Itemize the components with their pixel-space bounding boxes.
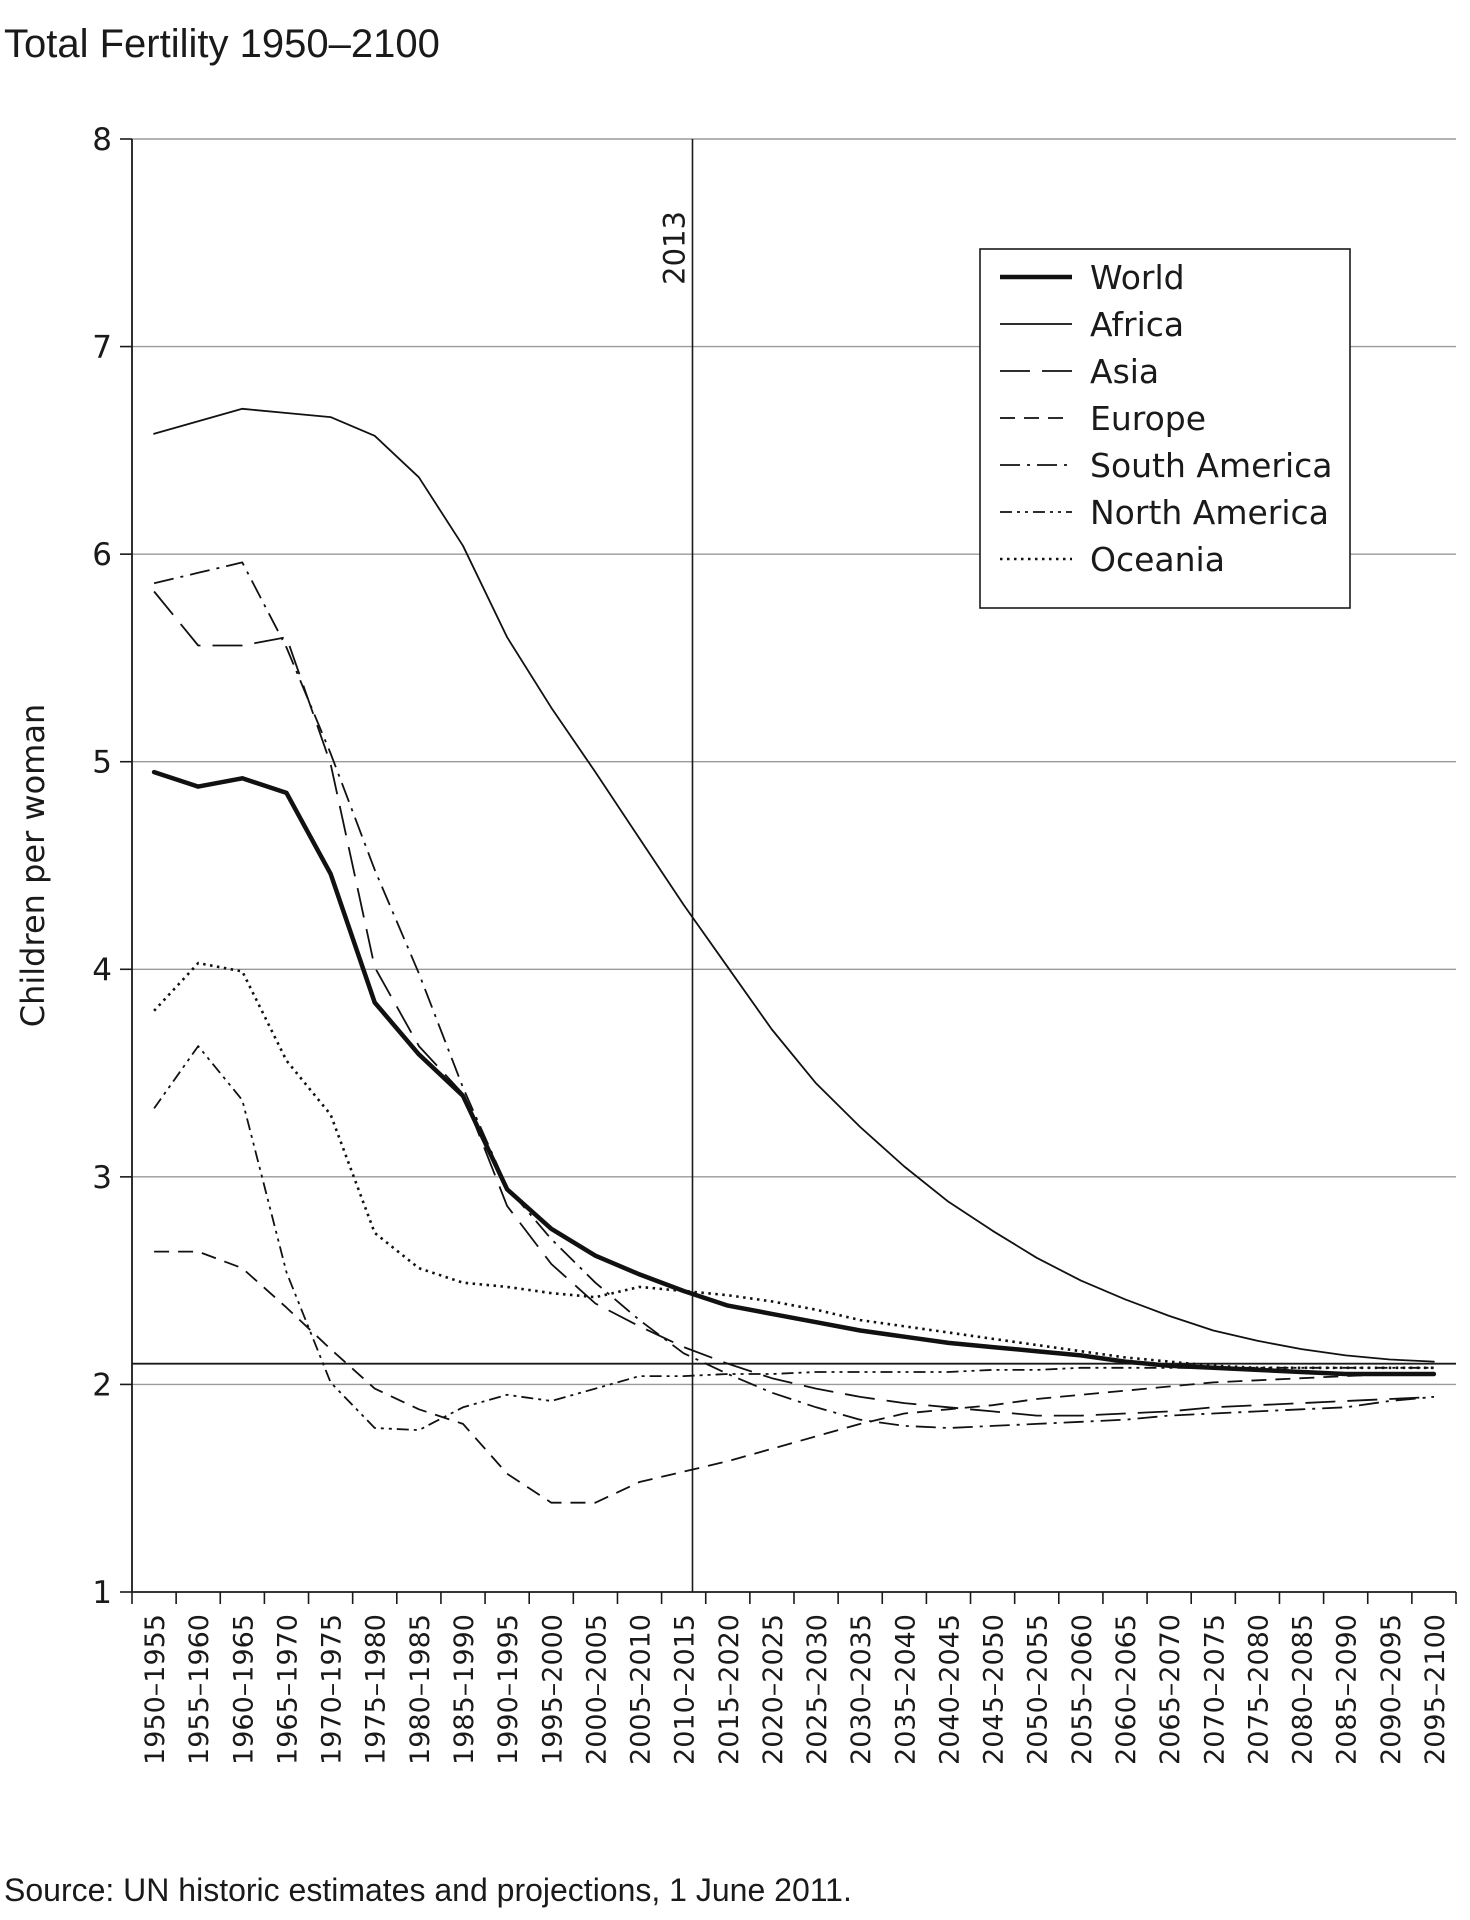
- legend-label: Oceania: [1090, 540, 1225, 579]
- y-tick-label: 6: [92, 537, 112, 573]
- x-tick-label: 2000–2005: [581, 1614, 612, 1765]
- x-tick-label: 2095–2100: [1420, 1614, 1451, 1765]
- series-line-europe: [154, 1250, 1434, 1504]
- x-tick-label: 2055–2060: [1067, 1614, 1098, 1765]
- x-tick-label: 2050–2055: [1023, 1614, 1054, 1765]
- y-tick-label: 4: [92, 952, 112, 988]
- y-tick-label: 8: [92, 122, 112, 158]
- series-line-africa: [153, 407, 1435, 1363]
- x-tick-label: 2080–2085: [1288, 1614, 1319, 1765]
- series-line-south-america: [153, 561, 1434, 1429]
- x-tick-label: 2025–2030: [802, 1614, 833, 1765]
- x-tick-label: 2005–2010: [626, 1614, 657, 1765]
- legend-label: Europe: [1090, 399, 1206, 438]
- x-tick-label: 1965–1970: [272, 1614, 303, 1765]
- x-tick-label: 1955–1960: [184, 1614, 215, 1765]
- series-layer: [151, 407, 1437, 1504]
- x-tick-label: 1985–1990: [449, 1614, 480, 1765]
- legend-label: South America: [1090, 446, 1333, 485]
- y-tick-label: 2: [92, 1367, 112, 1403]
- x-tick-label: 2065–2070: [1155, 1614, 1186, 1765]
- x-tick-label: 2035–2040: [890, 1614, 921, 1765]
- x-tick-label: 1980–1985: [405, 1614, 436, 1765]
- series-line-asia: [153, 590, 1434, 1417]
- y-axis-label: Children per woman: [14, 704, 52, 1027]
- chart-title: Total Fertility 1950–2100: [4, 22, 440, 66]
- series-line-world: [151, 769, 1437, 1377]
- series-line-north-america: [153, 1045, 1434, 1431]
- y-tick-label: 7: [92, 330, 112, 366]
- x-tick-label: 2010–2015: [670, 1614, 701, 1765]
- chart-source: Source: UN historic estimates and projec…: [4, 1872, 852, 1908]
- x-tick-label: 1990–1995: [493, 1614, 524, 1765]
- x-tick-label: 1970–1975: [317, 1614, 348, 1765]
- x-tick-label: 2040–2045: [934, 1614, 965, 1765]
- annotation-layer: 2013: [132, 139, 1456, 1592]
- current-year-label: 2013: [657, 211, 691, 285]
- x-tick-label: 2070–2075: [1199, 1614, 1230, 1765]
- x-tick-label: 2090–2095: [1376, 1614, 1407, 1765]
- x-tick-label: 2030–2035: [846, 1614, 877, 1765]
- y-tick-label: 5: [92, 745, 112, 781]
- series-line-oceania: [153, 961, 1434, 1370]
- x-tick-label: 1975–1980: [361, 1614, 392, 1765]
- x-tick-label: 2060–2065: [1111, 1614, 1142, 1765]
- x-tick-label: 1960–1965: [228, 1614, 259, 1765]
- legend-label: Asia: [1090, 352, 1159, 391]
- y-tick-label: 3: [92, 1160, 112, 1196]
- x-tick-label: 1995–2000: [537, 1614, 568, 1765]
- legend-label: Africa: [1090, 305, 1184, 344]
- legend-box: [979, 248, 1351, 609]
- x-tick-label: 2045–2050: [979, 1614, 1010, 1765]
- x-tick-label: 2085–2090: [1332, 1614, 1363, 1765]
- legend: World Africa Asia Europe South America North …: [979, 248, 1351, 609]
- x-tick-label: 2020–2025: [758, 1614, 789, 1765]
- x-tick-label: 2075–2080: [1243, 1614, 1274, 1765]
- x-tick-label: 2015–2020: [714, 1614, 745, 1765]
- x-tick-label: 1950–1955: [140, 1614, 171, 1765]
- axis-layer: 1 2 3 4 5 6 7 8 Children per woman 1950–1955 1955–…: [14, 122, 1457, 1765]
- legend-label: World: [1090, 258, 1185, 297]
- y-tick-label: 1: [92, 1575, 112, 1611]
- legend-label: North America: [1090, 493, 1329, 532]
